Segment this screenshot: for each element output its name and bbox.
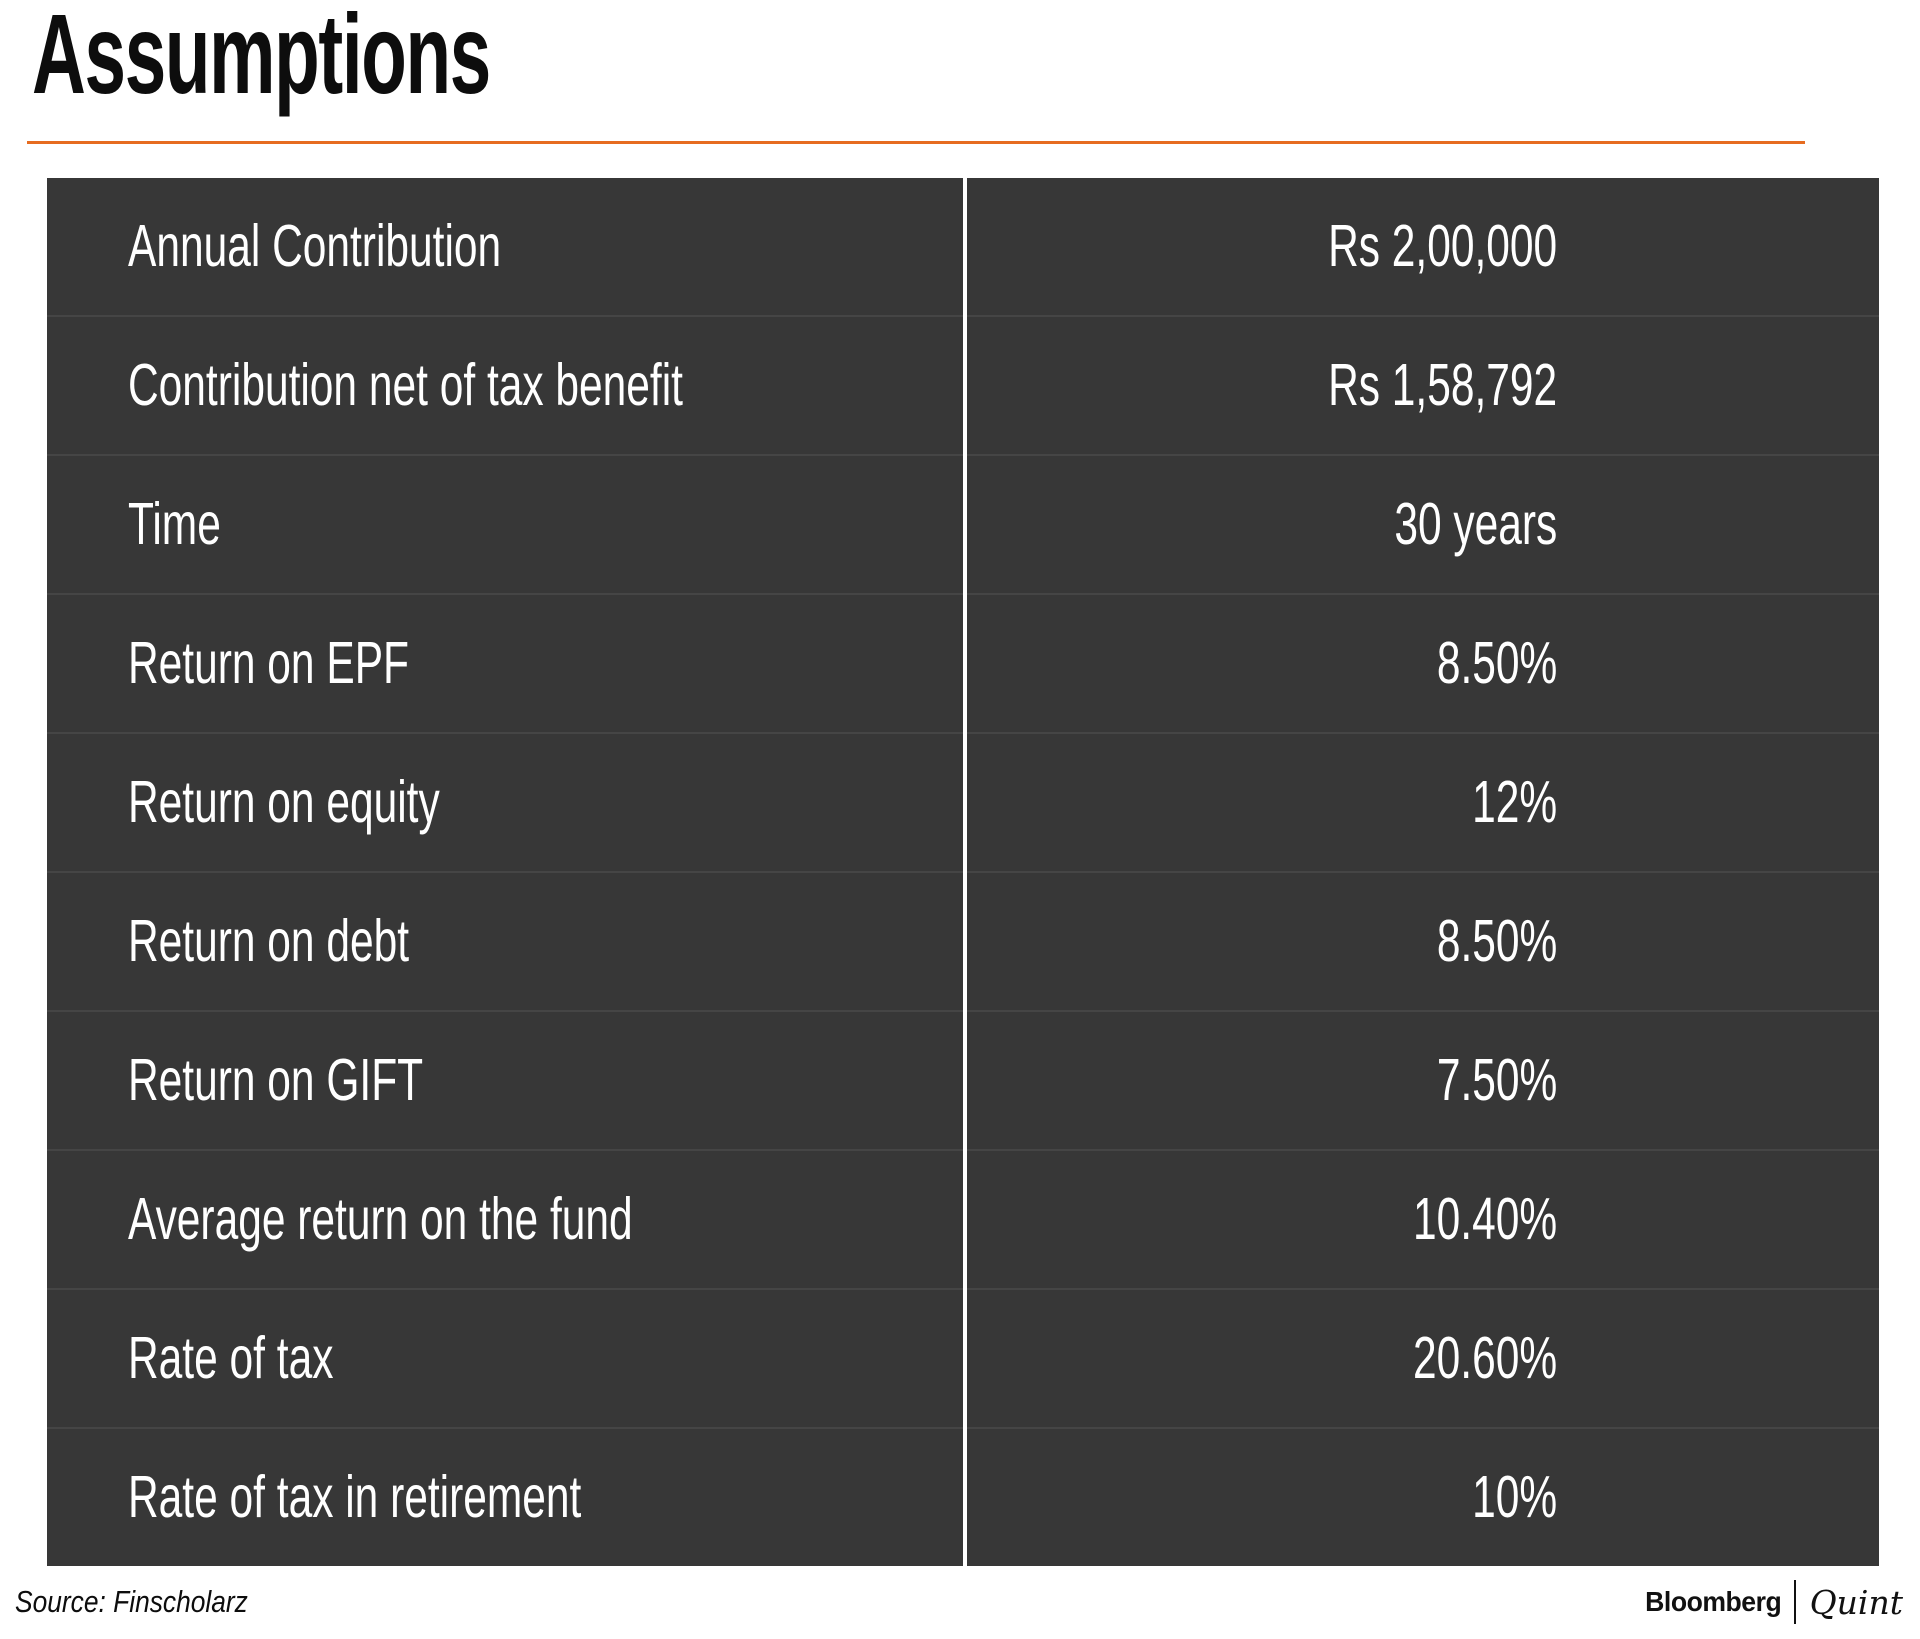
- row-label: Annual Contribution: [128, 213, 502, 279]
- row-value-cell: 8.50%: [963, 595, 1879, 732]
- row-value: 30 years: [1394, 491, 1557, 557]
- row-label-cell: Rate of tax: [47, 1290, 963, 1427]
- row-value: 10%: [1471, 1464, 1557, 1530]
- row-label-cell: Contribution net of tax benefit: [47, 317, 963, 454]
- row-label-cell: Average return on the fund: [47, 1151, 963, 1288]
- row-value-cell: Rs 1,58,792: [963, 317, 1879, 454]
- row-label-cell: Annual Contribution: [47, 178, 963, 315]
- logo-divider-bar: [1793, 1580, 1796, 1624]
- row-label-cell: Return on equity: [47, 734, 963, 871]
- row-label: Rate of tax: [128, 1325, 334, 1391]
- quint-wordmark: Quint: [1809, 1582, 1903, 1622]
- table-row: Annual Contribution Rs 2,00,000: [47, 178, 1879, 315]
- row-label-cell: Return on EPF: [47, 595, 963, 732]
- row-value-cell: 7.50%: [963, 1012, 1879, 1149]
- row-value: 7.50%: [1436, 1047, 1557, 1113]
- page-title: Assumptions: [32, 0, 491, 117]
- column-divider: [963, 178, 967, 1566]
- row-value: Rs 2,00,000: [1327, 213, 1557, 279]
- row-value-cell: 8.50%: [963, 873, 1879, 1010]
- title-underline-rule: [27, 141, 1805, 144]
- row-value-cell: 10.40%: [963, 1151, 1879, 1288]
- bloomberg-wordmark: Bloomberg: [1645, 1586, 1782, 1617]
- row-value: 8.50%: [1436, 630, 1557, 696]
- row-label: Time: [128, 491, 221, 557]
- bloomberg-quint-logo: Bloomberg Quint: [1638, 1578, 1903, 1626]
- row-label: Return on EPF: [128, 630, 409, 696]
- row-label: Rate of tax in retirement: [128, 1464, 582, 1530]
- row-label-cell: Return on debt: [47, 873, 963, 1010]
- row-value-cell: 12%: [963, 734, 1879, 871]
- row-label: Contribution net of tax benefit: [128, 352, 683, 418]
- row-value: 8.50%: [1436, 908, 1557, 974]
- row-value: Rs 1,58,792: [1327, 352, 1557, 418]
- row-value: 10.40%: [1412, 1186, 1557, 1252]
- row-label: Return on equity: [128, 769, 440, 835]
- row-value-cell: 10%: [963, 1429, 1879, 1566]
- row-value: 20.60%: [1412, 1325, 1557, 1391]
- row-value: 12%: [1471, 769, 1557, 835]
- source-credit: Source: Finscholarz: [15, 1584, 248, 1619]
- row-value-cell: 30 years: [963, 456, 1879, 593]
- assumptions-table: Annual Contribution Rs 2,00,000 Contribu…: [47, 178, 1879, 1566]
- table-row: Average return on the fund 10.40%: [47, 1149, 1879, 1288]
- row-label: Average return on the fund: [128, 1186, 633, 1252]
- row-label: Return on debt: [128, 908, 410, 974]
- row-label: Return on GIFT: [128, 1047, 424, 1113]
- row-value-cell: 20.60%: [963, 1290, 1879, 1427]
- row-label-cell: Rate of tax in retirement: [47, 1429, 963, 1566]
- row-value-cell: Rs 2,00,000: [963, 178, 1879, 315]
- row-label-cell: Return on GIFT: [47, 1012, 963, 1149]
- row-label-cell: Time: [47, 456, 963, 593]
